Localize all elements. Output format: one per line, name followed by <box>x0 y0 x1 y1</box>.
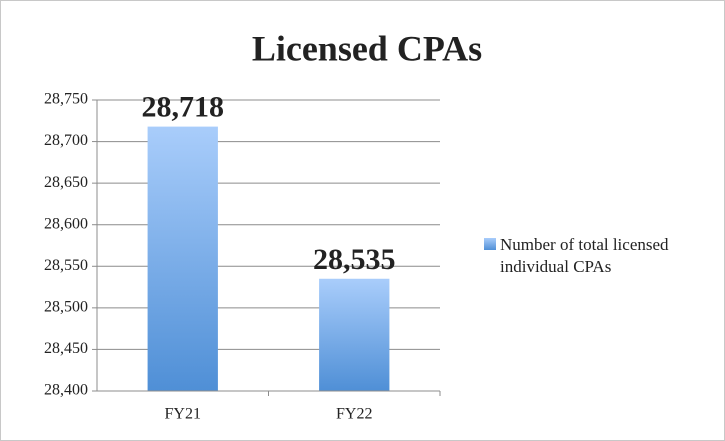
legend-swatch <box>484 238 496 250</box>
x-tick-label: FY22 <box>336 406 372 423</box>
y-tick-label: 28,600 <box>44 215 88 232</box>
legend-label: Number of total licensed individual CPAs <box>500 235 669 276</box>
y-tick-label: 28,450 <box>44 340 88 357</box>
bar <box>147 126 218 391</box>
chart-title: Licensed CPAs <box>252 28 482 68</box>
x-tick-label: FY21 <box>165 406 201 423</box>
y-tick-label: 28,750 <box>44 91 88 108</box>
y-tick-label: 28,550 <box>44 257 88 274</box>
y-tick-label: 28,650 <box>44 174 88 191</box>
y-tick-label: 28,500 <box>44 299 88 316</box>
data-label: 28,718 <box>142 91 225 124</box>
bar <box>319 278 390 391</box>
data-label: 28,535 <box>313 243 396 276</box>
y-tick-label: 28,400 <box>44 382 88 399</box>
y-tick-label: 28,700 <box>44 132 88 149</box>
